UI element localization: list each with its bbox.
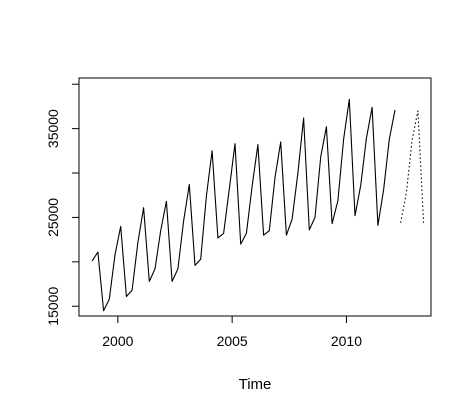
forecast-series-line bbox=[401, 111, 424, 223]
x-tick-label: 2005 bbox=[217, 333, 248, 349]
y-tick-label: 15000 bbox=[45, 287, 61, 326]
series-layer bbox=[92, 99, 424, 310]
x-tick-label: 2000 bbox=[102, 333, 133, 349]
x-axis-title: Time bbox=[239, 376, 272, 393]
y-tick-label: 25000 bbox=[45, 198, 61, 237]
observed-series-line bbox=[92, 99, 395, 310]
plot-frame bbox=[79, 78, 431, 316]
x-tick-label: 2010 bbox=[331, 333, 362, 349]
y-axis: 15000 25000 35000 bbox=[45, 84, 79, 325]
y-tick-label: 35000 bbox=[45, 109, 61, 148]
x-axis: 2000 2005 2010 bbox=[102, 316, 362, 349]
